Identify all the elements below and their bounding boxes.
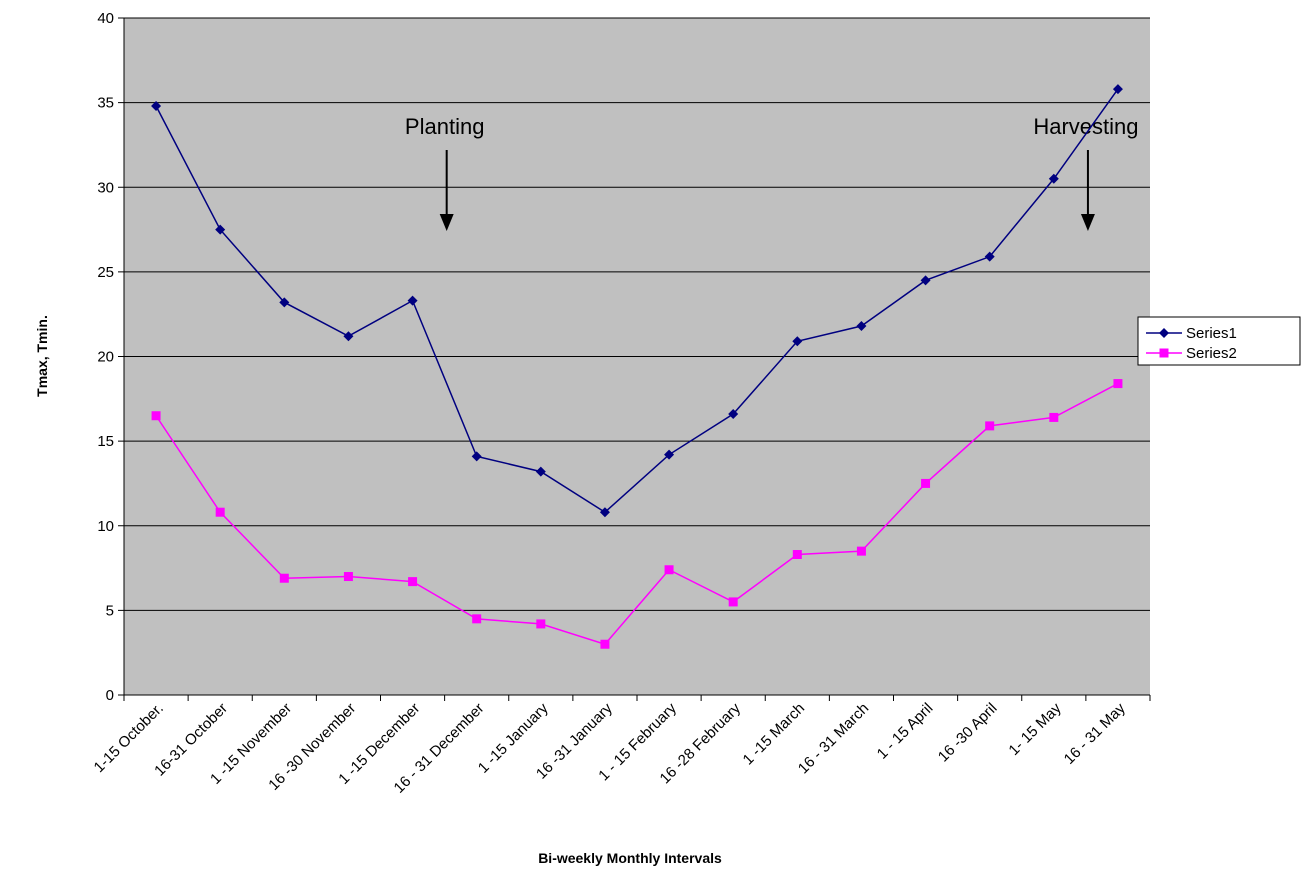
y-axis-title: Tmax, Tmin. <box>34 315 50 397</box>
data-point <box>343 572 353 582</box>
data-point <box>664 565 674 575</box>
y-tick-label: 15 <box>97 433 114 450</box>
data-point <box>599 507 610 518</box>
data-point <box>1048 173 1059 184</box>
legend-marker <box>1159 348 1169 358</box>
series-line <box>155 88 1119 514</box>
y-tick-label: 40 <box>97 10 114 27</box>
data-point <box>792 550 802 560</box>
data-point <box>921 478 931 488</box>
y-tick-label: 0 <box>106 687 114 704</box>
data-point <box>408 577 418 587</box>
annotation-label: Harvesting <box>1033 114 1138 139</box>
data-point <box>535 466 546 477</box>
data-point <box>856 546 866 556</box>
x-tick-label: 16 -30 April <box>935 700 1001 766</box>
annotation-arrow-head <box>439 214 454 231</box>
data-point <box>215 507 225 517</box>
data-point <box>985 421 995 431</box>
y-tick-label: 10 <box>97 518 114 535</box>
data-point <box>792 336 803 347</box>
y-tick-label: 25 <box>97 264 114 281</box>
series-line <box>155 382 1119 646</box>
data-point <box>600 639 610 649</box>
x-axis-title: Bi-weekly Monthly Intervals <box>538 850 722 866</box>
data-point <box>728 597 738 607</box>
data-point <box>856 321 867 332</box>
data-point <box>279 573 289 583</box>
y-tick-label: 30 <box>97 179 114 196</box>
data-point <box>920 275 931 286</box>
data-point <box>536 619 546 629</box>
data-point <box>151 101 162 112</box>
y-tick-label: 5 <box>106 602 114 619</box>
data-point <box>472 614 482 624</box>
data-point <box>1113 379 1123 389</box>
data-point <box>984 251 995 262</box>
x-tick-label: 1 -15 March <box>740 700 809 769</box>
legend-marker <box>1159 328 1169 338</box>
x-tick-label: 1 - 15 April <box>874 700 937 763</box>
annotation-label: Planting <box>405 114 485 139</box>
data-point <box>1049 412 1059 422</box>
legend-label: Series1 <box>1186 325 1237 342</box>
data-point <box>151 411 161 421</box>
data-point <box>343 331 354 342</box>
annotation-arrow-head <box>1080 214 1095 231</box>
data-point <box>215 224 226 235</box>
data-point <box>664 449 675 460</box>
data-point <box>728 409 739 420</box>
data-point <box>471 451 482 462</box>
data-point <box>1112 84 1123 95</box>
x-tick-label: 1- 15 May <box>1005 699 1065 759</box>
legend: Series1 Series2 <box>1137 316 1301 366</box>
y-tick-label: 20 <box>97 349 114 366</box>
x-tick-label: 16 - 31 May <box>1061 699 1129 767</box>
y-tick-label: 35 <box>97 95 114 112</box>
data-point <box>279 297 290 308</box>
legend-label: Series2 <box>1186 345 1237 362</box>
data-point <box>407 295 418 306</box>
